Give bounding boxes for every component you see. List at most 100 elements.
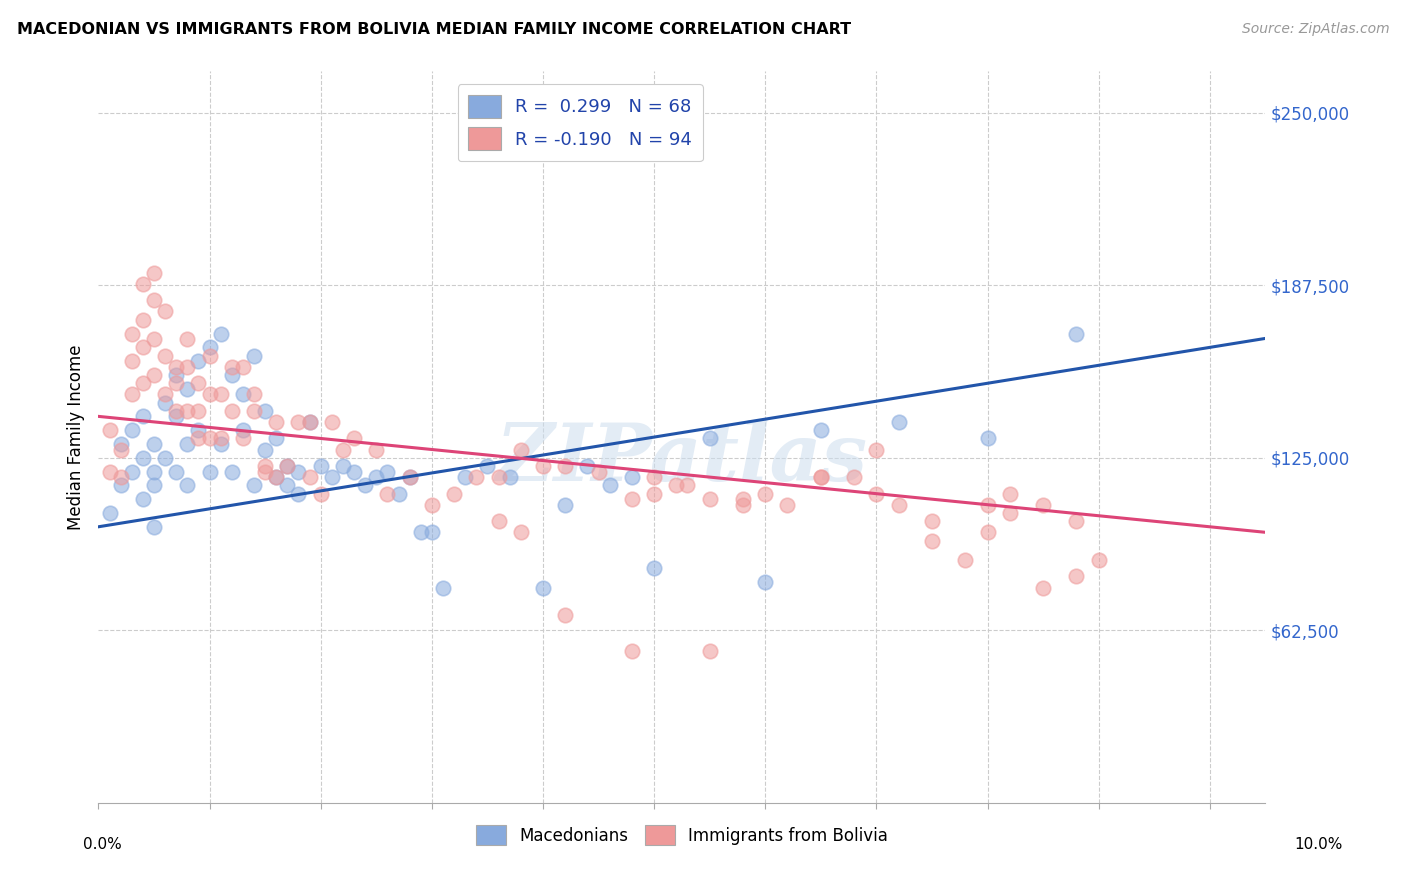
Point bbox=[643, 470, 665, 484]
Point bbox=[132, 450, 155, 465]
Text: 0.0%: 0.0% bbox=[83, 838, 122, 852]
Point bbox=[531, 458, 554, 473]
Point bbox=[121, 423, 143, 437]
Point bbox=[998, 486, 1021, 500]
Point bbox=[276, 458, 298, 473]
Point bbox=[643, 486, 665, 500]
Point bbox=[976, 432, 998, 446]
Point bbox=[309, 486, 332, 500]
Point bbox=[554, 498, 576, 512]
Point bbox=[343, 432, 366, 446]
Point bbox=[776, 498, 799, 512]
Point bbox=[198, 465, 221, 479]
Point bbox=[187, 432, 209, 446]
Point bbox=[110, 478, 132, 492]
Point bbox=[110, 437, 132, 451]
Legend: Macedonians, Immigrants from Bolivia: Macedonians, Immigrants from Bolivia bbox=[467, 817, 897, 853]
Point bbox=[377, 486, 399, 500]
Point bbox=[165, 376, 187, 391]
Point bbox=[165, 368, 187, 382]
Point bbox=[132, 340, 155, 354]
Point bbox=[243, 387, 266, 401]
Point bbox=[132, 409, 155, 424]
Point bbox=[264, 432, 287, 446]
Point bbox=[976, 525, 998, 540]
Point bbox=[232, 423, 254, 437]
Point bbox=[187, 376, 209, 391]
Point bbox=[153, 395, 176, 409]
Point bbox=[176, 332, 198, 346]
Point bbox=[1032, 581, 1054, 595]
Point bbox=[921, 514, 943, 528]
Point bbox=[643, 561, 665, 575]
Point bbox=[1066, 514, 1088, 528]
Text: MACEDONIAN VS IMMIGRANTS FROM BOLIVIA MEDIAN FAMILY INCOME CORRELATION CHART: MACEDONIAN VS IMMIGRANTS FROM BOLIVIA ME… bbox=[17, 22, 851, 37]
Point bbox=[153, 349, 176, 363]
Point bbox=[98, 423, 121, 437]
Point bbox=[665, 478, 688, 492]
Point bbox=[887, 498, 910, 512]
Point bbox=[221, 404, 243, 418]
Point bbox=[176, 359, 198, 374]
Point bbox=[676, 478, 699, 492]
Point bbox=[232, 359, 254, 374]
Point bbox=[143, 465, 166, 479]
Point bbox=[454, 470, 477, 484]
Point bbox=[221, 359, 243, 374]
Point bbox=[287, 486, 309, 500]
Point bbox=[1032, 498, 1054, 512]
Point bbox=[187, 404, 209, 418]
Point bbox=[865, 442, 887, 457]
Point bbox=[264, 415, 287, 429]
Point bbox=[699, 432, 721, 446]
Point bbox=[321, 415, 343, 429]
Point bbox=[588, 465, 610, 479]
Point bbox=[998, 506, 1021, 520]
Point bbox=[254, 458, 277, 473]
Point bbox=[477, 458, 499, 473]
Point bbox=[398, 470, 420, 484]
Point bbox=[243, 478, 266, 492]
Point bbox=[287, 415, 309, 429]
Point bbox=[366, 442, 388, 457]
Point bbox=[187, 423, 209, 437]
Point bbox=[1066, 326, 1088, 341]
Point bbox=[132, 492, 155, 507]
Point bbox=[531, 581, 554, 595]
Point bbox=[298, 415, 321, 429]
Point bbox=[153, 304, 176, 318]
Point bbox=[810, 423, 832, 437]
Point bbox=[264, 470, 287, 484]
Point bbox=[488, 470, 510, 484]
Point bbox=[198, 432, 221, 446]
Point bbox=[165, 359, 187, 374]
Point bbox=[620, 492, 643, 507]
Point bbox=[921, 533, 943, 548]
Point bbox=[143, 437, 166, 451]
Point bbox=[443, 486, 465, 500]
Point bbox=[176, 404, 198, 418]
Point bbox=[153, 387, 176, 401]
Point bbox=[209, 432, 232, 446]
Point bbox=[209, 387, 232, 401]
Point bbox=[209, 326, 232, 341]
Point bbox=[221, 465, 243, 479]
Point bbox=[198, 349, 221, 363]
Point bbox=[143, 293, 166, 308]
Point bbox=[176, 478, 198, 492]
Point bbox=[276, 478, 298, 492]
Point bbox=[509, 442, 531, 457]
Point bbox=[465, 470, 488, 484]
Point bbox=[287, 465, 309, 479]
Point bbox=[498, 470, 520, 484]
Text: 10.0%: 10.0% bbox=[1295, 838, 1343, 852]
Point bbox=[132, 312, 155, 326]
Point bbox=[198, 387, 221, 401]
Point bbox=[332, 442, 354, 457]
Point bbox=[298, 415, 321, 429]
Point bbox=[254, 442, 277, 457]
Point bbox=[143, 368, 166, 382]
Point bbox=[143, 520, 166, 534]
Point bbox=[865, 486, 887, 500]
Point bbox=[110, 442, 132, 457]
